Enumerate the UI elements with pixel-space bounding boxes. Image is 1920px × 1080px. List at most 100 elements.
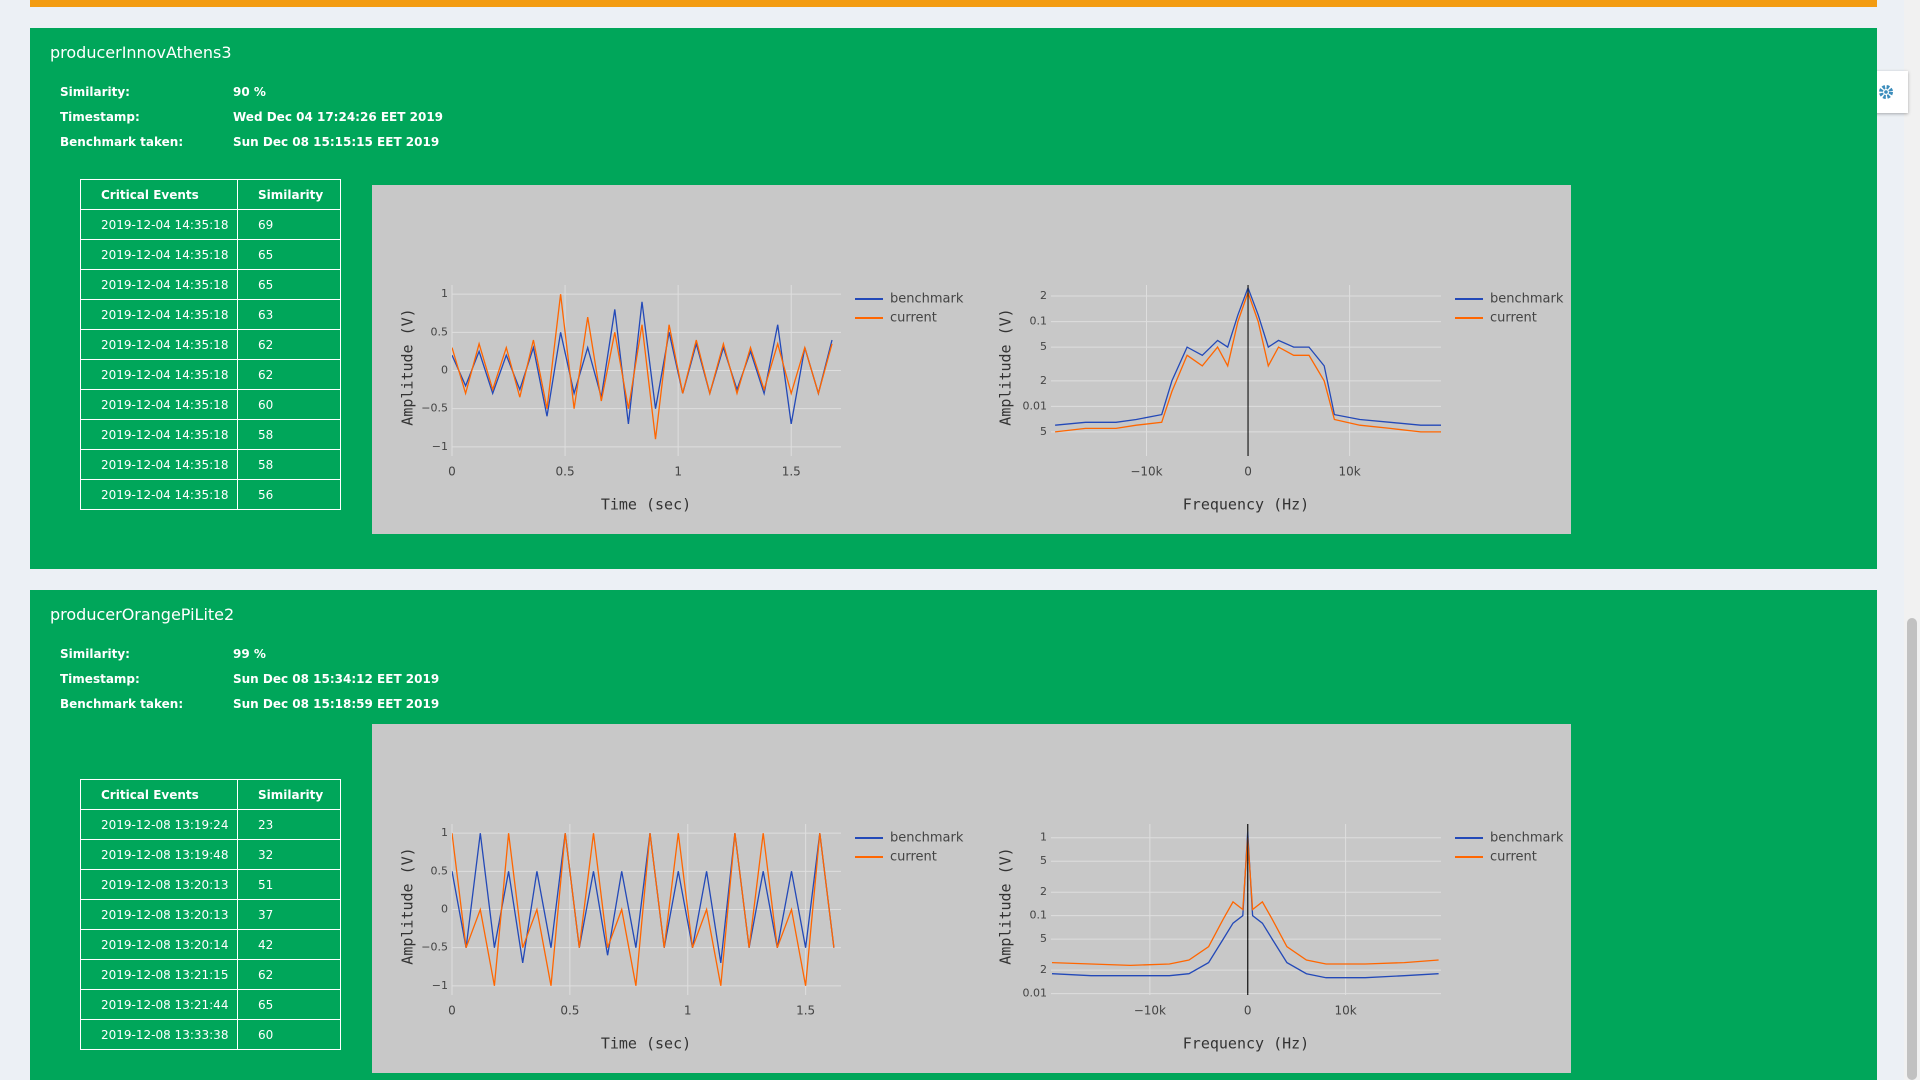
y-tick-label: −0.5	[421, 402, 448, 415]
info-label: Similarity:	[60, 647, 130, 661]
y-tick-label: 0	[441, 903, 448, 916]
legend-label: benchmark	[1490, 831, 1564, 846]
top-card-edge	[30, 0, 1877, 7]
y-tick-label: 2	[1040, 885, 1047, 898]
legend-label: benchmark	[890, 831, 964, 846]
table-row: 2019-12-04 14:35:18 56	[80, 479, 341, 510]
info-value: 90 %	[233, 85, 266, 99]
table-header: Critical Events Similarity	[80, 179, 341, 210]
legend-label: current	[890, 311, 937, 326]
y-axis-title: Amplitude (V)	[997, 308, 1015, 425]
table-row: 2019-12-08 13:20:14 42	[80, 929, 341, 960]
table-row: 2019-12-08 13:19:48 32	[80, 839, 341, 870]
charts: 0 0.5 1 1.5 −1 −0.5 0 0.5 1 benchmark current Time …	[399, 824, 1564, 1053]
table-cell: 2019-12-08 13:21:15	[80, 959, 238, 990]
info-value: Sun Dec 08 15:15:15 EET 2019	[233, 135, 440, 149]
legend-label: current	[1490, 311, 1537, 326]
x-tick-label: 1.5	[796, 1004, 815, 1018]
series-line	[452, 301, 833, 425]
table-cell: 58	[237, 449, 341, 480]
table-row: 2019-12-04 14:35:18 58	[80, 419, 341, 450]
table-cell: 37	[237, 899, 341, 930]
x-tick-label: 1.5	[782, 465, 801, 479]
x-axis-title: Time (sec)	[601, 1035, 691, 1053]
info-label: Benchmark taken:	[60, 697, 184, 711]
x-tick-label: 1	[684, 1004, 692, 1018]
table-row: 2019-12-04 14:35:18 65	[80, 269, 341, 300]
y-tick-label: 0.5	[431, 864, 449, 877]
table-cell: 63	[237, 299, 341, 330]
header-cell: Critical Events	[80, 779, 238, 810]
table-cell: 58	[237, 419, 341, 450]
info-value: Sun Dec 08 15:34:12 EET 2019	[233, 672, 440, 686]
events-table: Critical Events Similarity 2019-12-04 14:3…	[80, 179, 341, 510]
x-tick-label: −10k	[1134, 1004, 1166, 1018]
table-cell: 60	[237, 389, 341, 420]
y-tick-label: −0.5	[421, 941, 448, 954]
x-tick-label: 0.5	[560, 1004, 579, 1018]
x-tick-label: 0	[448, 465, 456, 479]
table-cell: 65	[237, 989, 341, 1020]
y-axis-title: Amplitude (V)	[399, 308, 417, 425]
x-tick-label: 1	[674, 465, 682, 479]
y-axis-title: Amplitude (V)	[399, 847, 417, 964]
gear-icon	[1879, 85, 1893, 99]
table-cell: 2019-12-08 13:20:13	[80, 869, 238, 900]
series-line	[1051, 837, 1439, 967]
y-tick-label: 1	[441, 287, 448, 300]
y-tick-label: 2	[1040, 374, 1047, 387]
info-value: Sun Dec 08 15:18:59 EET 2019	[233, 697, 440, 711]
table-cell: 2019-12-04 14:35:18	[80, 299, 238, 330]
table-cell: 60	[237, 1019, 341, 1050]
legend-label: current	[890, 850, 937, 865]
table-cell: 62	[237, 359, 341, 390]
info-label: Benchmark taken:	[60, 135, 184, 149]
chart-panel: 0 0.5 1 1.5 −1 −0.5 0 0.5 1 benchmark current Time …	[372, 185, 1571, 534]
x-tick-label: −10k	[1130, 465, 1162, 479]
y-tick-label: 1	[1040, 831, 1047, 844]
chart-panel: 0 0.5 1 1.5 −1 −0.5 0 0.5 1 benchmark current Time …	[372, 724, 1571, 1073]
table-row: 2019-12-08 13:33:38 60	[80, 1019, 341, 1050]
card-title: producerInnovAthens3	[50, 43, 232, 62]
table-row: 2019-12-08 13:20:13 37	[80, 899, 341, 930]
events-table: Critical Events Similarity 2019-12-08 13:1…	[80, 779, 341, 1050]
y-tick-label: 0.01	[1023, 399, 1048, 412]
table-cell: 65	[237, 239, 341, 270]
legend-label: benchmark	[890, 292, 964, 307]
scrollbar[interactable]	[1904, 0, 1920, 1080]
y-tick-label: 0.5	[431, 325, 449, 338]
table-cell: 2019-12-08 13:19:24	[80, 809, 238, 840]
table-cell: 2019-12-04 14:35:18	[80, 389, 238, 420]
table-row: 2019-12-08 13:19:24 23	[80, 809, 341, 840]
scrollbar-thumb[interactable]	[1907, 618, 1917, 1080]
series-line	[452, 294, 833, 440]
x-tick-label: 0	[1244, 465, 1252, 479]
x-axis-title: Frequency (Hz)	[1183, 1035, 1309, 1053]
x-axis-title: Frequency (Hz)	[1183, 496, 1309, 514]
table-cell: 2019-12-08 13:20:14	[80, 929, 238, 960]
y-tick-label: 0.01	[1023, 987, 1048, 1000]
card: producerInnovAthens3 Similarity: 90 % Times…	[30, 28, 1877, 569]
table-cell: 69	[237, 209, 341, 240]
card-title: producerOrangePiLite2	[50, 605, 235, 624]
table-cell: 23	[237, 809, 341, 840]
table-cell: 2019-12-08 13:21:44	[80, 989, 238, 1020]
table-cell: 2019-12-04 14:35:18	[80, 479, 238, 510]
table-cell: 51	[237, 869, 341, 900]
table-cell: 62	[237, 959, 341, 990]
card: producerOrangePiLite2 Similarity: 99 % Time…	[30, 590, 1877, 1080]
table-row: 2019-12-04 14:35:18 62	[80, 359, 341, 390]
table-cell: 2019-12-04 14:35:18	[80, 209, 238, 240]
table-header: Critical Events Similarity	[80, 779, 341, 810]
info-label: Timestamp:	[60, 110, 140, 124]
table-cell: 2019-12-04 14:35:18	[80, 359, 238, 390]
x-tick-label: 0.5	[556, 465, 575, 479]
table-cell: 2019-12-08 13:33:38	[80, 1019, 238, 1050]
header-cell: Similarity	[237, 779, 341, 810]
table-cell: 2019-12-08 13:20:13	[80, 899, 238, 930]
table-row: 2019-12-04 14:35:18 63	[80, 299, 341, 330]
table-cell: 2019-12-04 14:35:18	[80, 449, 238, 480]
charts: 0 0.5 1 1.5 −1 −0.5 0 0.5 1 benchmark current Time …	[399, 285, 1564, 514]
table-cell: 65	[237, 269, 341, 300]
table-cell: 42	[237, 929, 341, 960]
